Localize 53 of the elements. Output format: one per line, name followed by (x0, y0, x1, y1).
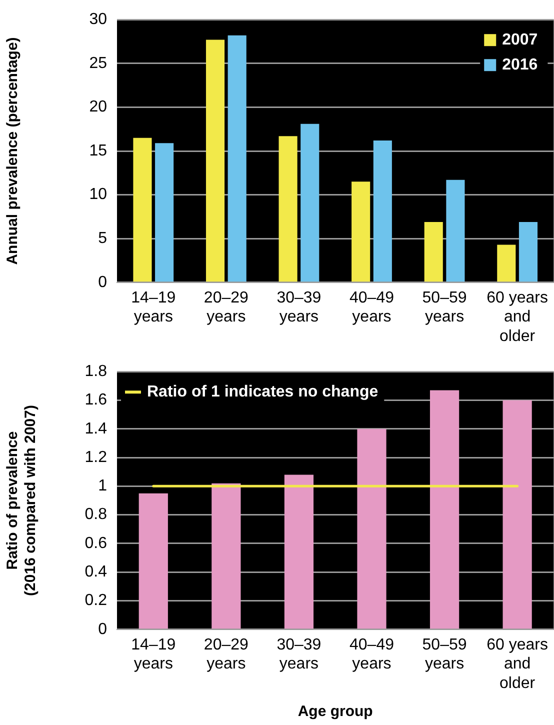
x-tick-label: 20–29 years (204, 636, 249, 673)
x-tick-label: 60 years and older (486, 636, 548, 692)
y-tick-label: 0.4 (84, 564, 108, 581)
y-tick-label: 1.6 (84, 392, 108, 409)
bar (138, 493, 168, 629)
x-tick-label: 50–59 years (422, 289, 467, 326)
y-tick-label: 0.6 (84, 534, 108, 552)
bar (373, 140, 392, 282)
legend-label: 2007 (502, 32, 538, 49)
y-tick-label: 1 (98, 478, 108, 495)
bar (357, 428, 386, 629)
y-tick-label: 15 (89, 142, 108, 160)
bar (446, 180, 465, 282)
bar (497, 244, 516, 282)
x-tick-label: 30–39 years (276, 636, 322, 673)
y-tick-label: 25 (89, 54, 108, 72)
bar (155, 143, 174, 282)
bar (352, 182, 370, 282)
bar (518, 222, 538, 282)
x-tick-label: 30–39 years (276, 289, 322, 326)
x-tick-label: 40–49 years (349, 289, 394, 326)
bar (133, 138, 152, 282)
y-tick-label: 20 (89, 98, 108, 116)
bar (212, 483, 241, 629)
y-tick-label: 0.8 (84, 506, 108, 524)
x-tick-label: 14–19 years (131, 636, 176, 673)
legend-label: Ratio of 1 indicates no change (147, 384, 378, 401)
bar (424, 222, 443, 282)
y-tick-label: 0.2 (84, 592, 108, 610)
y-tick-label: 1.2 (84, 448, 108, 466)
bar (206, 40, 225, 282)
y-tick-label: 0 (98, 620, 108, 638)
y-tick-label: 30 (89, 11, 108, 28)
bar (228, 35, 246, 282)
bar (300, 124, 320, 282)
x-tick-label: 60 years and older (486, 289, 548, 345)
y-tick-label: 5 (98, 230, 108, 248)
y-tick-label: 0 (98, 274, 108, 291)
x-tick-label: 20–29 years (204, 289, 249, 326)
y-axis-title: Annual prevalence (percentage) (4, 37, 22, 265)
x-tick-label: 50–59 years (422, 636, 467, 673)
legend-label: 2016 (502, 56, 538, 74)
y-tick-label: 1.4 (84, 420, 108, 438)
y-axis-title: Ratio of prevalence (2016 compared with 2007) (4, 405, 40, 596)
y-tick-label: 1.8 (84, 363, 108, 380)
bar (502, 400, 532, 629)
x-tick-label: 14–19 years (131, 289, 176, 326)
bar (278, 136, 298, 282)
y-tick-label: 10 (89, 186, 108, 204)
x-axis-title: Age group (298, 703, 373, 720)
x-tick-label: 40–49 years (349, 636, 394, 673)
bar (284, 474, 314, 629)
bar (430, 390, 460, 629)
